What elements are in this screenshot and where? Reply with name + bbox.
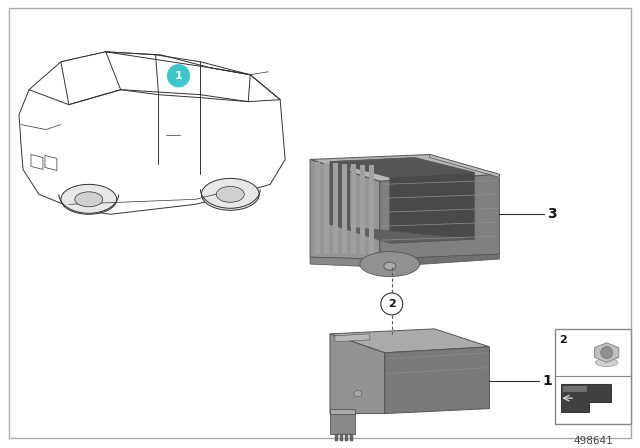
Polygon shape: [385, 347, 490, 414]
Polygon shape: [310, 159, 380, 259]
Polygon shape: [333, 164, 338, 254]
Polygon shape: [330, 157, 474, 177]
Bar: [345, 434, 348, 441]
Bar: [335, 434, 338, 441]
Polygon shape: [380, 174, 499, 259]
Polygon shape: [561, 384, 611, 412]
Circle shape: [381, 293, 403, 315]
Polygon shape: [360, 165, 365, 254]
Text: 1: 1: [542, 374, 552, 388]
Polygon shape: [315, 163, 320, 254]
Polygon shape: [429, 155, 499, 177]
Polygon shape: [342, 164, 347, 254]
Polygon shape: [310, 155, 499, 181]
Text: 498641: 498641: [573, 435, 613, 445]
Bar: [350, 434, 353, 441]
Polygon shape: [351, 164, 356, 254]
Polygon shape: [61, 52, 121, 105]
Polygon shape: [335, 334, 370, 342]
Polygon shape: [19, 52, 285, 214]
Ellipse shape: [360, 252, 420, 276]
Circle shape: [168, 65, 189, 87]
Polygon shape: [31, 155, 43, 169]
Bar: [555, 329, 631, 423]
Ellipse shape: [216, 186, 244, 202]
Polygon shape: [45, 155, 57, 170]
Text: 3: 3: [547, 207, 557, 221]
Polygon shape: [330, 329, 490, 353]
Text: 1: 1: [175, 71, 182, 81]
Polygon shape: [563, 386, 587, 392]
Polygon shape: [390, 172, 474, 243]
Polygon shape: [330, 414, 355, 434]
Ellipse shape: [354, 391, 362, 396]
Polygon shape: [330, 409, 355, 414]
Polygon shape: [330, 334, 385, 414]
Polygon shape: [380, 254, 499, 267]
Polygon shape: [369, 165, 374, 254]
Text: 2: 2: [559, 335, 567, 345]
Polygon shape: [595, 343, 619, 362]
Ellipse shape: [384, 262, 396, 270]
Polygon shape: [310, 257, 380, 267]
Polygon shape: [324, 163, 329, 254]
Ellipse shape: [202, 178, 259, 210]
Text: 2: 2: [388, 299, 396, 309]
Polygon shape: [330, 224, 474, 243]
Ellipse shape: [596, 358, 618, 366]
Circle shape: [601, 347, 612, 358]
Ellipse shape: [75, 192, 103, 207]
Ellipse shape: [61, 185, 116, 214]
Bar: [340, 434, 343, 441]
Polygon shape: [330, 161, 350, 227]
